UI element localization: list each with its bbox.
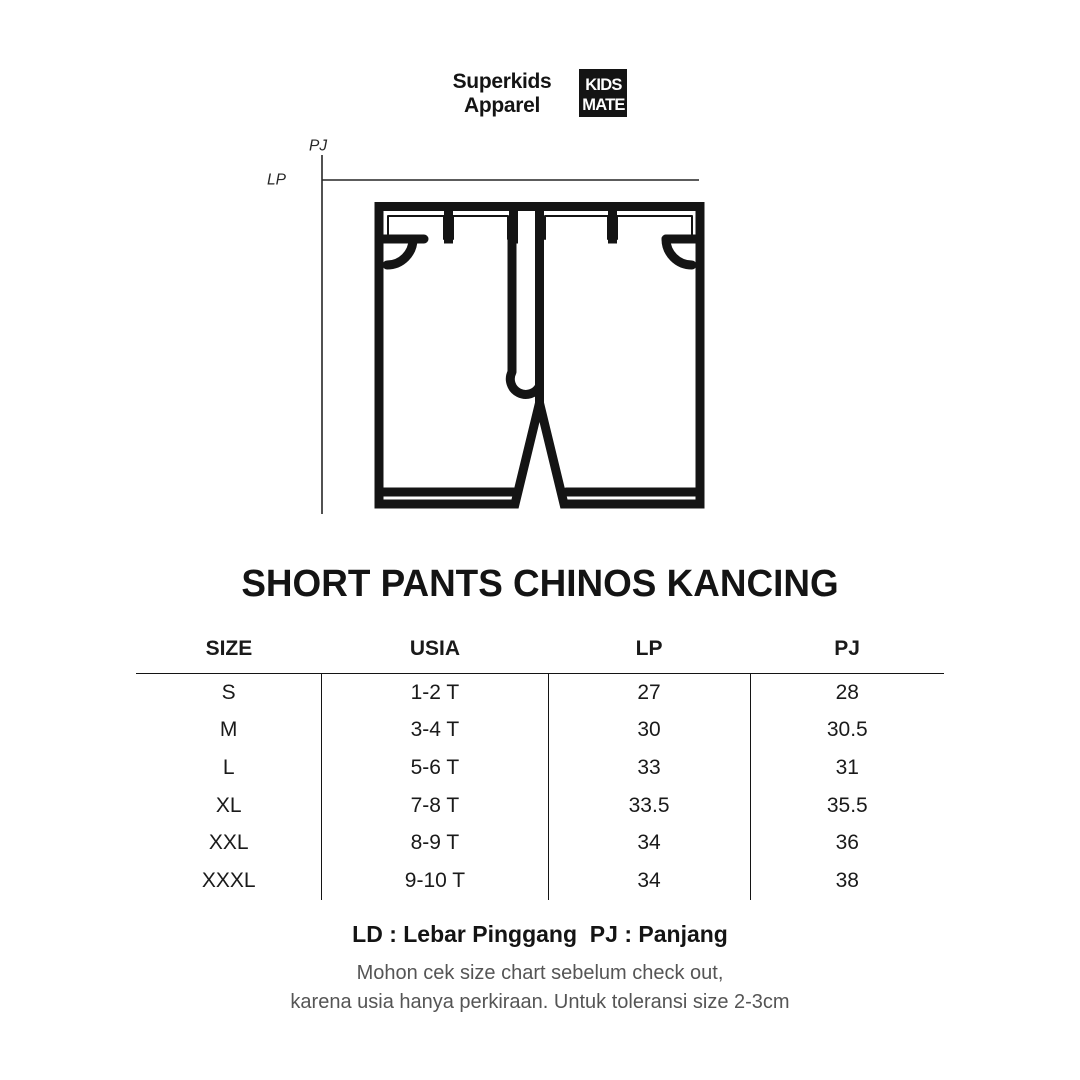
svg-text:LP: LP	[267, 172, 287, 189]
svg-text:PJ: PJ	[309, 138, 327, 155]
